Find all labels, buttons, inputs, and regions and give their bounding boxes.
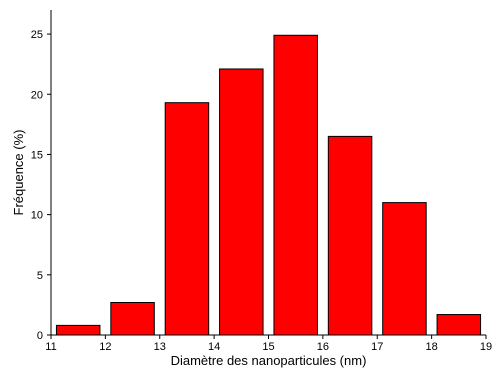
y-tick-label: 0 — [37, 330, 43, 342]
histogram-bar — [110, 302, 155, 336]
x-axis-title: Diamètre des nanoparticules (nm) — [171, 353, 367, 368]
histogram-bar — [273, 34, 318, 336]
histogram-bar — [164, 102, 210, 336]
x-tick-label: 14 — [208, 341, 220, 353]
histogram-bar — [382, 202, 427, 336]
y-tick-label: 25 — [31, 29, 43, 41]
y-tick-label: 15 — [31, 149, 43, 161]
y-tick-label: 5 — [37, 270, 43, 282]
y-ticks-group: 0 5 10 15 20 25 — [31, 29, 51, 342]
x-tick-label: 19 — [480, 341, 492, 353]
x-tick-label: 13 — [154, 341, 166, 353]
x-tick-label: 16 — [317, 341, 329, 353]
x-ticks-group: 11 12 13 14 15 16 17 18 19 — [45, 335, 492, 353]
x-tick-label: 17 — [371, 341, 383, 353]
y-tick-label: 10 — [31, 210, 43, 222]
y-axis-title: Fréquence (%) — [11, 130, 26, 216]
histogram-bar — [327, 135, 373, 336]
x-tick-label: 18 — [426, 341, 438, 353]
x-tick-label: 11 — [45, 341, 56, 353]
x-tick-label: 12 — [99, 341, 111, 353]
x-tick-label: 15 — [262, 341, 274, 353]
histogram-bar — [219, 68, 264, 336]
histogram-bar — [55, 324, 101, 336]
histogram-bar — [436, 314, 482, 336]
y-tick-label: 20 — [31, 89, 43, 101]
bars-group — [55, 34, 482, 336]
